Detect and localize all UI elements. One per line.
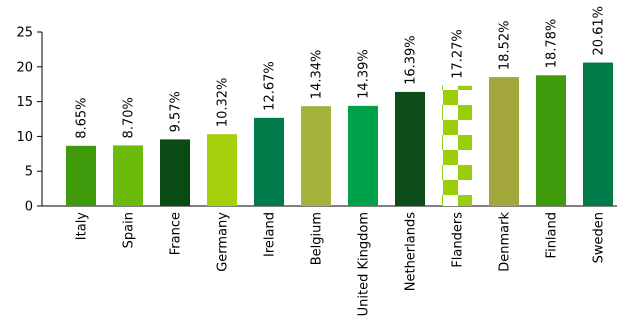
data-label: 8.70% [122, 97, 137, 138]
category-label: Finland [545, 212, 560, 258]
category-labels: Italy Spain France Germany Ireland Belgium Uni… [75, 212, 607, 317]
bar-flanders [442, 85, 472, 206]
data-label: 10.32% [216, 78, 231, 128]
data-labels: 8.65% 8.70% 9.57% 10.32% 12.67% 14.34% 14.39% 1… [75, 6, 607, 139]
bars [66, 62, 613, 207]
bar-netherlands [395, 91, 425, 206]
y-tick-label: 20 [16, 60, 33, 75]
data-label: 16.39% [404, 35, 419, 85]
category-label: Netherlands [404, 212, 419, 291]
category-label: Germany [216, 212, 231, 272]
category-label: United Kingdom [357, 212, 372, 316]
data-label: 18.78% [545, 19, 560, 69]
category-label: Spain [122, 212, 137, 248]
category-label: France [169, 212, 184, 255]
bar-france [160, 139, 190, 206]
category-label: Ireland [263, 212, 278, 257]
y-tick-label: 25 [16, 26, 33, 41]
data-label: 18.52% [498, 21, 513, 71]
category-label: Italy [75, 212, 90, 241]
y-tick-label: 10 [16, 130, 33, 145]
category-label: Belgium [310, 212, 325, 265]
bar-finland [536, 75, 566, 206]
category-label: Flanders [451, 212, 466, 268]
data-label: 14.39% [357, 49, 372, 99]
data-label: 12.67% [263, 61, 278, 111]
data-label: 8.65% [75, 97, 90, 138]
data-label: 14.34% [310, 50, 325, 100]
y-tick-label: 15 [16, 95, 33, 110]
data-label: 20.61% [592, 6, 607, 56]
bar-italy [66, 145, 96, 206]
y-tick-label: 5 [25, 165, 33, 180]
bar-belgium [301, 106, 331, 206]
bar-ireland [254, 117, 284, 206]
bar-sweden [583, 62, 613, 207]
bar-denmark [489, 77, 519, 206]
bar-germany [207, 134, 237, 206]
bar-united-kingdom [348, 105, 378, 206]
bar-spain [113, 145, 143, 206]
data-label: 9.57% [169, 91, 184, 132]
category-label: Denmark [498, 212, 513, 272]
category-label: Sweden [592, 212, 607, 263]
data-label: 17.27% [451, 29, 466, 79]
y-tick-label: 0 [25, 200, 33, 215]
